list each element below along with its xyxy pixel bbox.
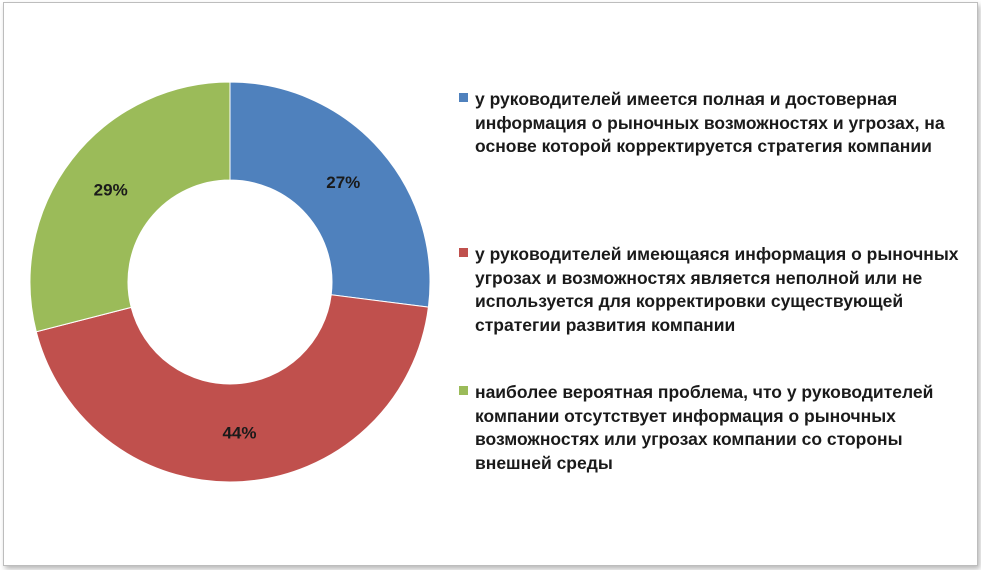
legend-label: у руководителей имеется полная и достове… — [475, 89, 945, 156]
donut-chart: 27% 44% 29% — [29, 81, 431, 483]
legend-item-incomplete-info: у руководителей имеющаяся информация о р… — [459, 243, 964, 381]
chart-frame: 27% 44% 29% у руководителей имеется полная… — [3, 2, 978, 566]
legend-label: наиболее вероятная проблема, что у руков… — [475, 382, 934, 473]
legend-item-missing-info: наиболее вероятная проблема, что у руков… — [459, 381, 964, 475]
legend-swatch-red — [459, 248, 468, 257]
slice-value-label: 29% — [94, 180, 128, 199]
slice-value-label: 27% — [326, 173, 360, 192]
legend-swatch-blue — [459, 93, 468, 102]
legend-item-complete-info: у руководителей имеется полная и достове… — [459, 88, 964, 243]
slice-missing-info — [29, 81, 231, 333]
slice-complete-info — [229, 81, 431, 308]
legend: у руководителей имеется полная и достове… — [459, 88, 964, 475]
slice-value-label: 44% — [222, 424, 256, 443]
legend-label: у руководителей имеющаяся информация о р… — [475, 244, 959, 335]
legend-swatch-green — [459, 386, 468, 395]
slice-incomplete-info — [35, 294, 429, 483]
